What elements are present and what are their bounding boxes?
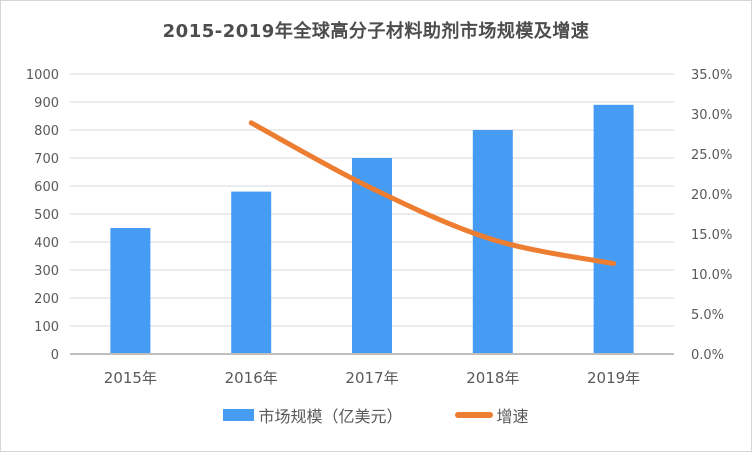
y-axis-left-tick-label: 100: [34, 320, 59, 335]
chart-title: 2015-2019年全球高分子材料助剂市场规模及增速: [162, 21, 590, 42]
y-axis-left-tick-label: 1000: [26, 68, 59, 83]
bar-2019年: [593, 104, 634, 354]
x-axis-tick-label: 2017年: [345, 369, 398, 387]
y-axis-left-tick-label: 900: [34, 96, 59, 111]
y-axis-left-tick-label: 800: [34, 124, 59, 139]
legend-label-market-size: 市场规模（亿美元）: [258, 407, 403, 426]
y-axis-right-tick-label: 20.0%: [691, 188, 732, 203]
y-axis-right-tick-label: 30.0%: [691, 108, 732, 123]
y-axis-left-tick-label: 0: [51, 348, 59, 363]
y-axis-left-tick-label: 700: [34, 152, 59, 167]
y-axis-left-tick-label: 400: [34, 236, 59, 251]
y-axis-right-tick-label: 10.0%: [691, 268, 732, 283]
y-axis-left-tick-label: 200: [34, 292, 59, 307]
y-axis-right-tick-label: 15.0%: [691, 228, 732, 243]
legend-item-growth: 增速: [454, 403, 529, 427]
legend-label-growth: 增速: [496, 407, 529, 426]
y-axis-right-tick-label: 0.0%: [691, 348, 724, 363]
x-axis-tick-label: 2016年: [225, 369, 278, 387]
y-axis-left-tick-label: 600: [34, 180, 59, 195]
y-axis-left-tick-label: 500: [34, 208, 59, 223]
x-axis-tick-label: 2018年: [466, 369, 519, 387]
legend-item-market-size: 市场规模（亿美元）: [223, 403, 403, 427]
growth-line: [248, 120, 617, 267]
y-axis-left-tick-label: 300: [34, 264, 59, 279]
bar-series-swatch-icon: [223, 409, 255, 421]
line-series-swatch-icon: [454, 412, 493, 418]
x-axis-tick-label: 2015年: [104, 369, 157, 387]
legend: 市场规模（亿美元） 增速: [1, 403, 751, 427]
bar-2016年: [231, 191, 272, 354]
y-axis-right-tick-label: 35.0%: [691, 68, 732, 83]
y-axis-right-tick-label: 25.0%: [691, 148, 732, 163]
y-axis-right-tick-label: 5.0%: [691, 308, 724, 323]
bar-2015年: [110, 228, 151, 354]
x-axis-tick-label: 2019年: [587, 369, 640, 387]
